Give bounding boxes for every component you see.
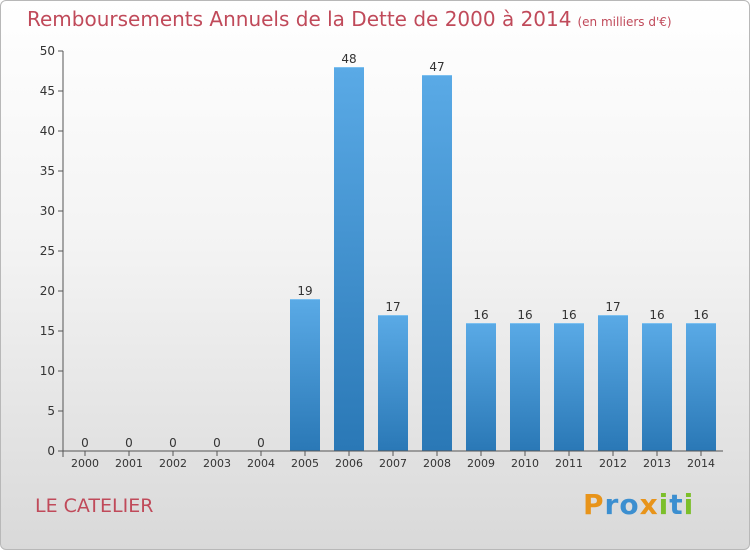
data-label: 16: [473, 308, 488, 322]
brand-letter: r: [604, 488, 620, 521]
brand-letter: i: [683, 488, 695, 521]
y-tick-label: 30: [40, 204, 55, 218]
y-tick-label: 15: [40, 324, 55, 338]
x-tick-label: 2004: [247, 457, 275, 470]
y-tick-label: 20: [40, 284, 55, 298]
bar: [686, 323, 716, 451]
x-tick-label: 2006: [335, 457, 363, 470]
bar: [290, 299, 320, 451]
x-tick-label: 2008: [423, 457, 451, 470]
data-labels: 0 0 0 0 0 19 48 17 47 16 16 16 17 16 16: [81, 52, 708, 450]
x-tick-label: 2005: [291, 457, 319, 470]
data-label: 0: [125, 436, 133, 450]
bars: [290, 67, 716, 451]
data-label: 17: [605, 300, 620, 314]
y-tick-label: 50: [40, 44, 55, 58]
x-ticks: 2000 2001 2002 2003 2004 2005 2006 2007 2008 2009…: [71, 451, 715, 470]
bar: [642, 323, 672, 451]
data-label: 0: [81, 436, 89, 450]
data-label: 0: [169, 436, 177, 450]
x-tick-label: 2000: [71, 457, 99, 470]
y-tick-label: 0: [47, 444, 55, 458]
x-tick-label: 2014: [687, 457, 715, 470]
x-tick-label: 2001: [115, 457, 143, 470]
y-tick-label: 5: [47, 404, 55, 418]
data-label: 16: [561, 308, 576, 322]
x-tick-label: 2003: [203, 457, 231, 470]
data-label: 16: [517, 308, 532, 322]
brand-logo: Proxiti: [583, 488, 694, 521]
brand-letter: o: [619, 488, 640, 521]
place-name: LE CATELIER: [35, 495, 154, 517]
bar: [466, 323, 496, 451]
x-tick-label: 2011: [555, 457, 583, 470]
data-label: 0: [257, 436, 265, 450]
x-tick-label: 2002: [159, 457, 187, 470]
brand-letter: t: [669, 488, 684, 521]
data-label: 48: [341, 52, 356, 66]
x-tick-label: 2007: [379, 457, 407, 470]
data-label: 19: [297, 284, 312, 298]
bar-chart: 0 0 0 0 0 19 48 17 47 16 16 16 17 16 16 0 5 10 15 20 25 30 35…: [40, 44, 723, 470]
y-tick-label: 45: [40, 84, 55, 98]
bar: [598, 315, 628, 451]
y-tick-label: 40: [40, 124, 55, 138]
chart-subtitle: (en milliers d'€): [577, 15, 672, 29]
x-tick-label: 2010: [511, 457, 539, 470]
y-tick-label: 10: [40, 364, 55, 378]
chart-title: Remboursements Annuels de la Dette de 20…: [27, 7, 672, 31]
x-tick-label: 2012: [599, 457, 627, 470]
data-label: 47: [429, 60, 444, 74]
data-label: 16: [693, 308, 708, 322]
bar: [510, 323, 540, 451]
data-label: 16: [649, 308, 664, 322]
bar: [378, 315, 408, 451]
data-label: 17: [385, 300, 400, 314]
brand-letter: x: [639, 488, 659, 521]
data-label: 0: [213, 436, 221, 450]
y-tick-label: 35: [40, 164, 55, 178]
brand-letter: P: [583, 488, 605, 521]
bar: [554, 323, 584, 451]
x-tick-label: 2013: [643, 457, 671, 470]
y-ticks: 0 5 10 15 20 25 30 35 40 45 50: [40, 44, 63, 458]
x-tick-label: 2009: [467, 457, 495, 470]
y-tick-label: 25: [40, 244, 55, 258]
bar: [422, 75, 452, 451]
bar: [334, 67, 364, 451]
brand-letter: i: [658, 488, 670, 521]
